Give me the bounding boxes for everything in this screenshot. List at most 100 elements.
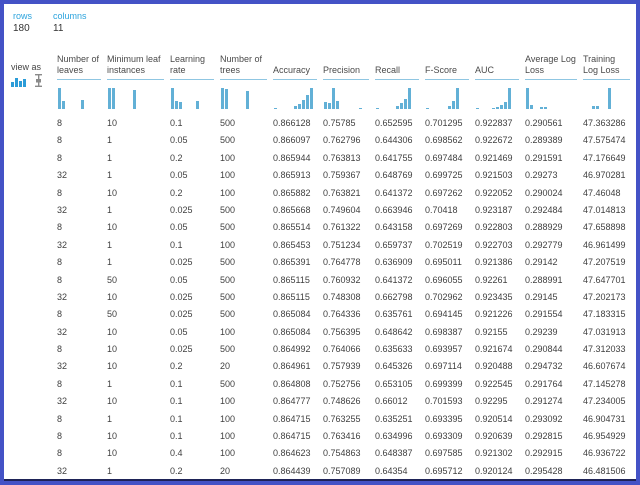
cell-minimum-leaf-instances: 1 [107, 465, 113, 476]
cell-f-score: 0.695712 [425, 465, 463, 476]
histogram-training-log-loss [583, 82, 630, 115]
column-header-number-of-trees[interactable]: Number of trees [220, 34, 267, 80]
view-as-control: view as [11, 62, 55, 87]
cell-f-score: 0.701593 [425, 396, 463, 407]
cell-learning-rate: 0.025 [170, 204, 193, 215]
cell-precision: 0.759367 [323, 170, 361, 181]
cell-training-log-loss: 47.176649 [583, 152, 626, 163]
histogram-bar [306, 95, 309, 109]
column-header-average-log-loss[interactable]: Average Log Loss [525, 34, 577, 80]
cell-precision: 0.762796 [323, 135, 361, 146]
cell-number-of-trees: 100 [220, 170, 236, 181]
cell-number-of-trees: 100 [220, 326, 236, 337]
histogram-bar [274, 107, 277, 109]
cell-auc: 0.923187 [475, 204, 513, 215]
histogram-bar [608, 88, 611, 109]
table-body: 8 10 0.1 500 0.866128 0.75785 0.652595 0.701295… [4, 115, 636, 480]
cell-f-score: 0.697262 [425, 187, 463, 198]
cell-average-log-loss: 0.291554 [525, 309, 563, 320]
cell-recall: 0.645326 [375, 361, 413, 372]
boxplot-view-icon[interactable] [34, 74, 43, 87]
cell-learning-rate: 0.025 [170, 291, 193, 302]
cell-accuracy: 0.864715 [273, 413, 311, 424]
cell-precision: 0.756395 [323, 326, 361, 337]
histogram-bar [310, 88, 313, 109]
histogram-bar [298, 103, 301, 109]
cell-number-of-trees: 100 [220, 187, 236, 198]
histogram-number-of-leaves [57, 82, 101, 115]
cell-average-log-loss: 0.292815 [525, 431, 563, 442]
cell-number-of-leaves: 8 [57, 152, 63, 163]
cell-average-log-loss: 0.291591 [525, 152, 563, 163]
column-header-learning-rate[interactable]: Learning rate [170, 34, 214, 80]
cell-training-log-loss: 47.46048 [583, 187, 621, 198]
rows-label: rows [13, 11, 33, 21]
column-header-accuracy[interactable]: Accuracy [273, 34, 317, 80]
cell-training-log-loss: 47.014813 [583, 204, 626, 215]
histogram-view-icon[interactable] [11, 76, 28, 87]
cell-recall: 0.635761 [375, 309, 413, 320]
histogram-bar [500, 105, 503, 109]
cell-precision: 0.757089 [323, 465, 361, 476]
cell-number-of-trees: 500 [220, 291, 236, 302]
bottom-divider [4, 479, 636, 481]
column-header-f-score[interactable]: F-Score [425, 34, 469, 80]
cell-training-log-loss: 47.575474 [583, 135, 626, 146]
cell-precision: 0.764778 [323, 257, 361, 268]
rows-count: 180 [13, 23, 30, 34]
rows-meta: rows 180 [13, 11, 32, 35]
cell-average-log-loss: 0.290024 [525, 187, 563, 198]
cell-precision: 0.748308 [323, 291, 361, 302]
cell-learning-rate: 0.05 [170, 135, 188, 146]
histogram-bar [221, 88, 224, 109]
cell-recall: 0.641372 [375, 274, 413, 285]
cell-f-score: 0.693957 [425, 344, 463, 355]
cell-training-log-loss: 47.207519 [583, 257, 626, 268]
histogram-bar [448, 105, 451, 109]
histogram-bar [452, 101, 455, 109]
cell-recall: 0.648387 [375, 448, 413, 459]
cell-number-of-trees: 500 [220, 309, 236, 320]
cell-f-score: 0.697585 [425, 448, 463, 459]
column-header-precision[interactable]: Precision [323, 34, 369, 80]
cell-f-score: 0.697484 [425, 152, 463, 163]
cell-training-log-loss: 46.904731 [583, 413, 626, 424]
cell-recall: 0.648642 [375, 326, 413, 337]
view-as-label: view as [11, 62, 42, 72]
cell-learning-rate: 0.2 [170, 187, 183, 198]
column-header-minimum-leaf-instances[interactable]: Minimum leaf instances [107, 34, 164, 80]
histogram-bar [400, 103, 403, 109]
cell-f-score: 0.699399 [425, 378, 463, 389]
histogram-bar [404, 98, 407, 109]
cell-auc: 0.922837 [475, 118, 513, 128]
column-header-auc[interactable]: AUC [475, 34, 519, 80]
table-row: 8 10 0.05 500 0.865514 0.761322 0.643158 0.6972… [4, 219, 636, 236]
cell-auc: 0.923435 [475, 291, 513, 302]
cell-f-score: 0.697269 [425, 222, 463, 233]
cell-training-log-loss: 47.183315 [583, 309, 626, 320]
table-row: 8 10 0.025 500 0.864992 0.764066 0.635633 0.693… [4, 341, 636, 358]
cell-f-score: 0.694145 [425, 309, 463, 320]
cell-minimum-leaf-instances: 10 [107, 326, 118, 337]
cell-training-log-loss: 47.234005 [583, 396, 626, 407]
histogram-bar [396, 106, 399, 109]
cell-recall: 0.663946 [375, 204, 413, 215]
cell-number-of-leaves: 32 [57, 239, 68, 250]
cell-accuracy: 0.865115 [273, 291, 310, 302]
cell-accuracy: 0.865944 [273, 152, 311, 163]
cell-auc: 0.922672 [475, 135, 513, 146]
table-row: 8 1 0.1 500 0.864808 0.752756 0.653105 0.699399… [4, 376, 636, 393]
column-header-number-of-leaves[interactable]: Number of leaves [57, 34, 101, 80]
cell-minimum-leaf-instances: 1 [107, 257, 113, 268]
cell-number-of-trees: 20 [220, 465, 231, 476]
cell-f-score: 0.693395 [425, 413, 463, 424]
cell-auc: 0.921674 [475, 344, 513, 355]
column-header-training-log-loss[interactable]: Training Log Loss [583, 34, 630, 80]
histogram-bar [504, 102, 507, 109]
column-header-recall[interactable]: Recall [375, 34, 419, 80]
cell-minimum-leaf-instances: 50 [107, 309, 118, 320]
cell-learning-rate: 0.05 [170, 274, 188, 285]
cell-precision: 0.763813 [323, 152, 361, 163]
cell-number-of-leaves: 8 [57, 309, 63, 320]
cell-recall: 0.652595 [375, 118, 413, 128]
